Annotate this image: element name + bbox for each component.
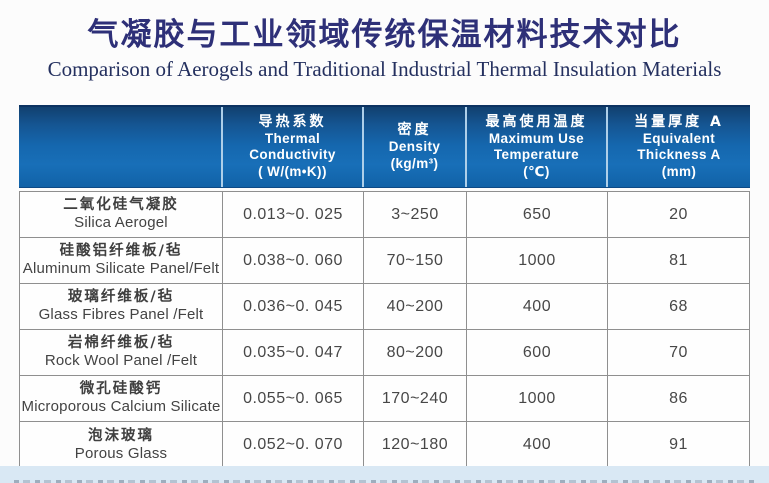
material-cell: 微孔硅酸钙 Microporous Calcium Silicate [20,376,223,421]
header-unit: (kg/m³) [390,155,439,171]
density-cell: 3~250 [364,192,467,237]
material-cell: 硅酸铝纤维板/毡 Aluminum Silicate Panel/Felt [20,238,223,283]
page-subtitle: Comparison of Aerogels and Traditional I… [47,57,722,81]
material-zh: 岩棉纤维板/毡 [67,335,175,352]
conductivity-cell: 0.052~0. 070 [223,422,364,468]
table-row-porous-glass: 泡沫玻璃 Porous Glass 0.052~0. 070 120~180 4… [20,422,749,468]
header-unit: (mm) [661,163,697,179]
material-en: Porous Glass [74,444,168,462]
header-unit: ( W/(m•K)) [258,163,327,179]
max-temp-cell: 1000 [467,238,608,283]
density-cell: 120~180 [364,422,467,468]
material-en: Aluminum Silicate Panel/Felt [22,260,220,278]
table-row-calcium-silicate: 微孔硅酸钙 Microporous Calcium Silicate 0.055… [20,376,749,422]
thickness-cell: 86 [669,389,688,407]
conductivity-cell: 0.036~0. 045 [223,284,364,329]
material-en: Rock Wool Panel /Felt [44,352,198,370]
conductivity-cell: 0.038~0. 060 [223,238,364,283]
material-zh: 二氧化硅气凝胶 [63,197,179,214]
page-title: 气凝胶与工业领域传统保温材料技术对比 [87,17,682,53]
header-en: Maximum Use [488,130,585,146]
material-en: Glass Fibres Panel /Felt [38,306,204,324]
thickness-cell: 91 [669,436,688,453]
header-zh: 最高使用温度 [485,113,588,130]
header-zh: 密度 [397,121,432,138]
header-unit: (℃) [523,163,550,179]
header-en: Conductivity [249,147,336,163]
density-cell: 70~150 [364,238,467,283]
cropped-footer-band [0,466,769,483]
thickness-cell: 81 [669,251,688,269]
thickness-cell: 70 [669,343,688,361]
header-zh: 导热系数 [258,113,327,130]
thickness-cell: 68 [669,297,688,315]
header-en: Density [388,139,441,155]
max-temp-cell: 400 [467,422,608,468]
table-row-rock-wool: 岩棉纤维板/毡 Rock Wool Panel /Felt 0.035~0. 0… [20,330,749,376]
column-header-thermal-conductivity: 导热系数 Thermal Conductivity ( W/(m•K)) [223,107,364,187]
column-header-density: 密度 Density (kg/m³) [364,107,467,187]
material-zh: 微孔硅酸钙 [79,381,163,398]
max-temp-cell: 1000 [467,376,608,421]
table-header-row: 导热系数 Thermal Conductivity ( W/(m•K)) 密度 … [19,105,750,188]
header-en: Thickness A [637,147,721,163]
thickness-cell: 20 [669,205,688,223]
material-zh: 玻璃纤维板/毡 [67,289,175,306]
conductivity-cell: 0.035~0. 047 [223,330,364,375]
material-en: Silica Aerogel [74,214,168,232]
header-en: Thermal [264,130,321,146]
max-temp-cell: 600 [467,330,608,375]
material-cell: 玻璃纤维板/毡 Glass Fibres Panel /Felt [20,284,223,329]
density-cell: 40~200 [364,284,467,329]
max-temp-cell: 400 [467,284,608,329]
header-en: Equivalent [642,130,716,146]
column-header-equivalent-thickness: 当量厚度 A Equivalent Thickness A (mm) [608,107,750,187]
column-header-max-use-temperature: 最高使用温度 Maximum Use Temperature (℃) [467,107,608,187]
conductivity-cell: 0.055~0. 065 [223,376,364,421]
density-cell: 170~240 [364,376,467,421]
material-cell: 岩棉纤维板/毡 Rock Wool Panel /Felt [20,330,223,375]
table-row-silica-aerogel: 二氧化硅气凝胶 Silica Aerogel 0.013~0. 025 3~25… [20,192,749,238]
material-zh: 硅酸铝纤维板/毡 [59,243,183,260]
material-en: Microporous Calcium Silicate [21,398,221,416]
density-cell: 80~200 [364,330,467,375]
column-header-material [19,107,223,187]
comparison-table: 导热系数 Thermal Conductivity ( W/(m•K)) 密度 … [19,105,750,469]
table-row-aluminum-silicate: 硅酸铝纤维板/毡 Aluminum Silicate Panel/Felt 0.… [20,238,749,284]
header-en: Temperature [493,147,580,163]
header-zh: 当量厚度 A [634,113,724,130]
material-cell: 二氧化硅气凝胶 Silica Aerogel [20,192,223,237]
max-temp-cell: 650 [467,192,608,237]
table-body: 二氧化硅气凝胶 Silica Aerogel 0.013~0. 025 3~25… [19,191,750,469]
table-row-glass-fibres: 玻璃纤维板/毡 Glass Fibres Panel /Felt 0.036~0… [20,284,749,330]
conductivity-cell: 0.013~0. 025 [223,192,364,237]
material-cell: 泡沫玻璃 Porous Glass [20,422,223,468]
material-zh: 泡沫玻璃 [88,427,154,444]
